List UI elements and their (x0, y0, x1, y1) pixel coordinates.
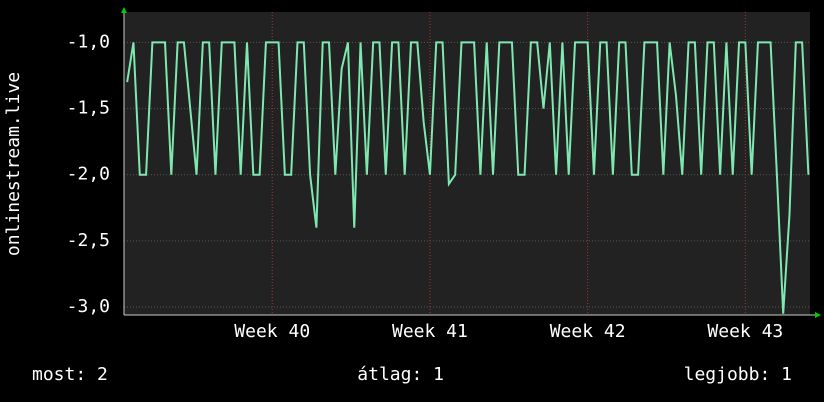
x-tick-label: Week 43 (707, 321, 783, 342)
y-axis-arrow (121, 7, 127, 13)
x-axis-arrow (815, 312, 821, 318)
y-tick-label: -1,5 (67, 98, 110, 119)
x-tick-label: Week 41 (392, 321, 468, 342)
legend-current: most: 2 (32, 364, 108, 385)
x-tick-label: Week 42 (550, 321, 626, 342)
data-line (126, 41, 810, 314)
legend-best: legjobb: 1 (684, 364, 792, 385)
y-axis-label: onlinestream.live (3, 72, 24, 256)
y-tick-label: -2,5 (67, 230, 110, 251)
y-tick-label: -3,0 (67, 296, 110, 317)
y-tick-label: -1,0 (67, 31, 110, 52)
x-tick-label: Week 40 (234, 321, 310, 342)
legend-average: átlag: 1 (357, 364, 444, 385)
y-tick-label: -2,0 (67, 164, 110, 185)
